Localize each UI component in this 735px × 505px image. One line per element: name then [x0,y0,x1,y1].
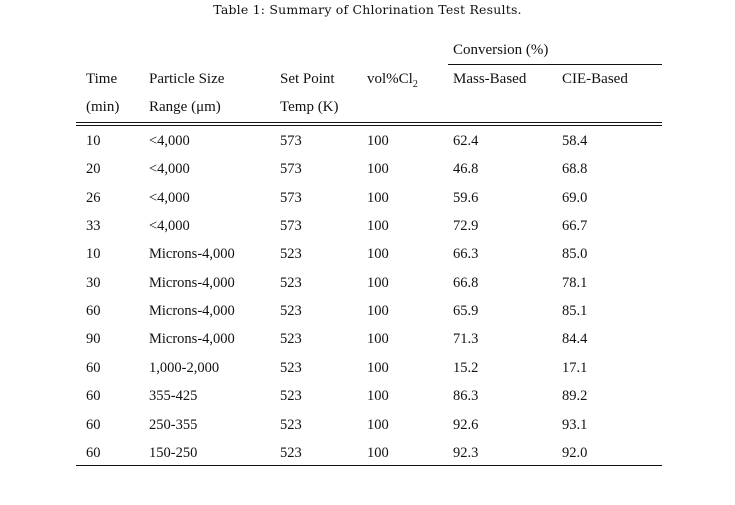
mass-cell: 86.3 [453,388,479,405]
conversion-group-rule [448,64,662,65]
mass-cell: 62.4 [453,133,479,149]
temp-cell: 573 [280,189,302,206]
mass-cell: 66.3 [453,246,479,263]
time-cell: 60 [86,388,101,405]
mass-based-header: Mass-Based [453,71,527,87]
time-cell: 26 [86,189,101,206]
range-cell: 250-355 [149,416,198,433]
temp-cell: 523 [280,416,302,433]
cie-cell: 66.7 [562,218,588,235]
range-cell: Microns-4,000 [149,246,235,263]
range-cell: <4,000 [149,218,190,235]
mass-cell: 92.3 [453,444,479,461]
temp-cell: 573 [280,133,302,149]
time-cell: 60 [86,359,101,376]
conversion-group-header: Conversion (%) [453,42,549,58]
range-cell: Microns-4,000 [149,331,235,348]
table-caption: Table 1: Summary of Chlorination Test Re… [213,2,522,17]
setpoint-header: Set Point [280,71,335,87]
temp-cell: 523 [280,444,302,461]
vol-cell: 100 [367,359,389,376]
vol-cell: 100 [367,189,389,206]
temp-cell: 523 [280,359,302,376]
range-cell: 355-425 [149,388,198,405]
time-cell: 60 [86,416,101,433]
cie-cell: 78.1 [562,274,588,291]
time-cell: 90 [86,331,101,348]
vol-cell: 100 [367,218,389,235]
vol-cell: 100 [367,274,389,291]
mass-cell: 65.9 [453,303,479,320]
time-cell: 30 [86,274,101,291]
vol-cl2-header: vol%Cl2 [367,71,418,90]
temp-cell: 573 [280,218,302,235]
mass-cell: 66.8 [453,274,479,291]
cie-cell: 69.0 [562,189,588,206]
time-cell: 10 [86,246,101,263]
temp-cell: 523 [280,274,302,291]
mass-cell: 71.3 [453,331,479,348]
vol-cell: 100 [367,331,389,348]
cie-cell: 85.1 [562,303,588,320]
range-cell: <4,000 [149,161,190,178]
cie-cell: 84.4 [562,331,588,348]
mass-cell: 59.6 [453,189,479,206]
particle-unit-header: Range (μm) [149,99,221,115]
vol-cell: 100 [367,161,389,178]
time-cell: 60 [86,444,101,461]
particle-header: Particle Size [149,71,225,87]
cie-cell: 17.1 [562,359,588,376]
cie-cell: 68.8 [562,161,588,178]
vol-cell: 100 [367,388,389,405]
range-cell: 150-250 [149,444,198,461]
vol-cell: 100 [367,444,389,461]
range-cell: Microns-4,000 [149,303,235,320]
time-cell: 20 [86,161,101,178]
temp-cell: 523 [280,331,302,348]
vol-cell: 100 [367,133,389,149]
cie-cell: 92.0 [562,444,588,461]
range-cell: <4,000 [149,133,190,149]
time-header: Time [86,71,118,87]
cie-cell: 93.1 [562,416,588,433]
temp-cell: 523 [280,303,302,320]
mass-cell: 92.6 [453,416,479,433]
temp-cell: 523 [280,246,302,263]
vol-cl2-subscript: 2 [412,79,418,90]
time-cell: 33 [86,218,101,235]
range-cell: <4,000 [149,189,190,206]
vol-cell: 100 [367,246,389,263]
vol-cl2-prefix: vol%Cl [367,71,413,87]
cie-cell: 85.0 [562,246,588,263]
setpoint-unit-header: Temp (K) [280,99,339,115]
vol-cell: 100 [367,303,389,320]
cie-based-header: CIE-Based [562,71,628,87]
time-cell: 60 [86,303,101,320]
temp-cell: 573 [280,161,302,178]
header-rule-bottom [76,125,662,126]
temp-cell: 523 [280,388,302,405]
mass-cell: 46.8 [453,161,479,178]
header-rule-top [76,122,662,123]
bottom-rule [76,465,662,466]
range-cell: 1,000-2,000 [149,359,220,376]
mass-cell: 72.9 [453,218,479,235]
vol-cell: 100 [367,416,389,433]
mass-cell: 15.2 [453,359,479,376]
cie-cell: 89.2 [562,388,588,405]
time-unit-header: (min) [86,99,120,115]
time-cell: 10 [86,133,101,149]
range-cell: Microns-4,000 [149,274,235,291]
cie-cell: 58.4 [562,133,588,149]
